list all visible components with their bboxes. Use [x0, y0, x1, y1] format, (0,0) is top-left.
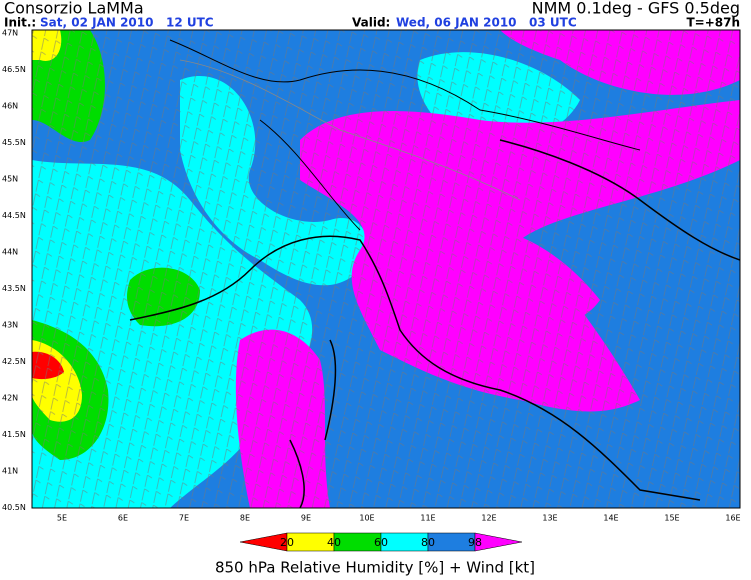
lat-label: 41N [2, 467, 18, 476]
valid-label: Valid: [352, 16, 390, 30]
coastline [129, 235, 701, 501]
graticule-labels: 47N 46.5N 46N 45.5N 45N 44.5N 44N 43.5N 43N 42.5N… [2, 29, 741, 523]
footer-caption: 850 hPa Relative Humidity [%] + Wind [kt… [215, 559, 535, 577]
lon-label: 8E [240, 514, 250, 523]
lon-label: 13E [542, 514, 557, 523]
colorbar-segment [474, 532, 523, 552]
lon-label: 15E [664, 514, 679, 523]
lon-label: 7E [179, 514, 189, 523]
lat-label: 43.5N [2, 284, 26, 293]
colorbar-label: 60 [374, 536, 388, 549]
init-time: Sat, 02 JAN 2010 12 UTC [40, 16, 214, 30]
coastline [289, 339, 337, 508]
lat-label: 43N [2, 321, 18, 330]
border [169, 39, 641, 231]
lead-time: T=+87h [686, 16, 740, 30]
region-border [179, 59, 521, 201]
colorbar: 20 40 60 80 98 [239, 532, 523, 552]
lat-label: 40.5N [2, 503, 26, 512]
lat-label: 47N [2, 29, 18, 38]
wind-barbs [32, 30, 740, 508]
model-info: NMM 0.1deg - GFS 0.5deg [532, 0, 740, 18]
lon-label: 14E [603, 514, 618, 523]
lat-label: 42N [2, 394, 18, 403]
lat-label: 45.5N [2, 138, 26, 147]
org-name: Consorzio LaMMa [4, 0, 144, 18]
lat-label: 46N [2, 102, 18, 111]
lon-label: 11E [420, 514, 435, 523]
lat-label: 42.5N [2, 357, 26, 366]
lat-label: 44N [2, 248, 18, 257]
lon-label: 10E [359, 514, 374, 523]
colorbar-label: 40 [327, 536, 341, 549]
colorbar-label: 80 [421, 536, 435, 549]
lat-label: 41.5N [2, 430, 26, 439]
map-frame [31, 29, 741, 509]
coastline [499, 139, 740, 261]
lat-label: 46.5N [2, 65, 26, 74]
colorbar-label: 98 [468, 536, 482, 549]
lat-label: 44.5N [2, 211, 26, 220]
colorbar-label: 20 [280, 536, 294, 549]
lon-label: 16E [725, 514, 740, 523]
lon-label: 9E [301, 514, 311, 523]
lon-label: 12E [481, 514, 496, 523]
lon-label: 6E [118, 514, 128, 523]
lat-label: 45N [2, 175, 18, 184]
init-label: Init.: [4, 16, 36, 30]
map-field [32, 30, 740, 508]
lon-label: 5E [57, 514, 67, 523]
valid-time: Wed, 06 JAN 2010 03 UTC [396, 16, 577, 30]
